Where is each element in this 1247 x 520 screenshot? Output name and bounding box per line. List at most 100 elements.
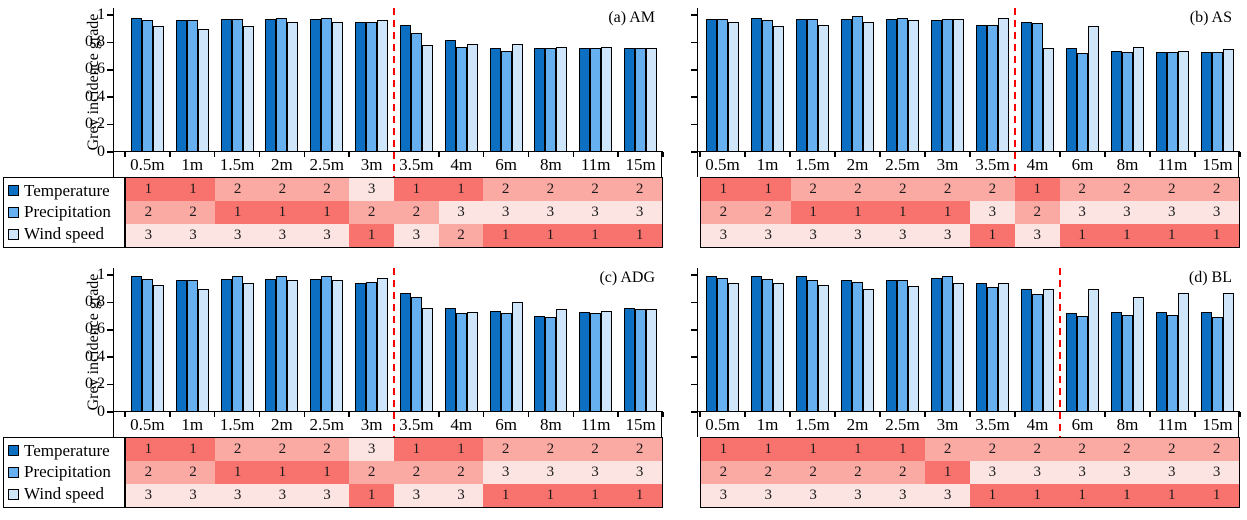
- rank-cell-wind-speed-8m: 1: [528, 224, 573, 247]
- x-axis-tick: [572, 152, 575, 157]
- bar-group-2.5m: [304, 18, 349, 152]
- x-axis-tick: [1104, 412, 1106, 417]
- bar-group-6m: [484, 44, 529, 152]
- plot-area-as: [700, 15, 1240, 152]
- rank-cell-temperature-2m: 2: [835, 178, 881, 201]
- bar-group-8m: [528, 309, 573, 412]
- x-axis-tick: [1239, 152, 1241, 157]
- x-tick-label: 8m: [540, 415, 562, 434]
- rank-cell-precipitation-4m: 3: [438, 201, 484, 224]
- bar-group-3.5m: [970, 18, 1015, 152]
- x-axis-tick: [572, 412, 575, 417]
- x-tick-label: 0.5m: [705, 155, 740, 174]
- rank-cell-wind-speed-15m: 1: [617, 484, 662, 507]
- bar-temperature-2m: [841, 19, 852, 152]
- bar-group-1m: [170, 280, 215, 412]
- bar-temperature-2.5m: [886, 280, 897, 412]
- bar-precipitation-4m: [1032, 23, 1043, 152]
- y-axis-line: [113, 268, 114, 412]
- label-band-right-border: [661, 152, 663, 177]
- rank-cell-precipitation-15m: 3: [617, 201, 662, 224]
- x-axis-tick: [527, 412, 530, 417]
- rank-cell-wind-speed-2m: 3: [260, 224, 305, 247]
- x-axis-tick: [348, 152, 350, 157]
- y-axis-tick: [691, 41, 697, 44]
- plot-area-bl: [700, 275, 1240, 412]
- plot-area-adg: [125, 275, 663, 412]
- rank-cell-temperature-1.5m: 2: [790, 178, 836, 201]
- rank-cell-wind-speed-2.5m: 3: [304, 224, 350, 247]
- legend-swatch-icon: [8, 466, 19, 478]
- rank-cell-precipitation-2m: 1: [260, 201, 305, 224]
- rank-cell-temperature-2m: 2: [260, 438, 305, 461]
- rank-cell-temperature-3.5m: 2: [969, 178, 1015, 201]
- x-tick-label: 4m: [450, 155, 473, 174]
- x-tick-label: 3.5m: [975, 155, 1010, 174]
- bar-group-2m: [259, 18, 304, 152]
- x-tick-label: 2m: [271, 155, 293, 174]
- bar-wind-speed-4m: [1043, 289, 1054, 412]
- x-axis-tick: [969, 152, 971, 157]
- rank-cell-precipitation-2.5m: 2: [880, 461, 926, 484]
- rank-cell-wind-speed-11m: 1: [1149, 224, 1195, 247]
- rank-cell-precipitation-15m: 3: [1194, 461, 1239, 484]
- bar-group-11m: [1150, 51, 1195, 152]
- x-axis-tick: [438, 152, 440, 157]
- rank-cell-precipitation-0.5m: 2: [126, 201, 171, 224]
- rank-cell-wind-speed-2m: 3: [835, 484, 881, 507]
- y-axis-line: [113, 8, 114, 152]
- x-tick-label: 15m: [625, 155, 656, 174]
- x-tick-label: 1m: [181, 155, 204, 174]
- label-band-left-border: [113, 412, 114, 437]
- rank-cell-temperature-11m: 2: [1149, 178, 1195, 201]
- rank-cell-precipitation-0.5m: 2: [701, 201, 746, 224]
- y-axis-tick-label: 0: [97, 402, 105, 420]
- bar-precipitation-6m: [1077, 53, 1088, 152]
- bar-wind-speed-15m: [1223, 49, 1234, 152]
- y-axis-tick: [691, 151, 697, 153]
- y-axis-tick: [107, 123, 113, 126]
- rank-cell-precipitation-2m: 1: [835, 201, 881, 224]
- bar-temperature-3.5m: [976, 283, 987, 412]
- legend-swatch-icon: [8, 445, 19, 457]
- bar-wind-speed-11m: [1178, 51, 1189, 152]
- rank-cell-temperature-1.5m: 2: [215, 178, 260, 201]
- x-axis-tick: [258, 152, 261, 157]
- rank-cell-precipitation-15m: 3: [1194, 201, 1239, 224]
- rank-cell-wind-speed-11m: 1: [572, 224, 618, 247]
- y-axis-line: [697, 8, 698, 152]
- bar-wind-speed-6m: [1088, 289, 1099, 412]
- rank-cell-temperature-1m: 1: [745, 438, 791, 461]
- rank-cell-wind-speed-4m: 3: [1014, 224, 1060, 247]
- x-tick-label: 1m: [756, 415, 779, 434]
- threshold-dashed-line: [393, 8, 395, 177]
- x-tick-label: 3m: [360, 415, 383, 434]
- bar-wind-speed-0.5m: [728, 283, 739, 412]
- bar-temperature-2m: [841, 280, 852, 412]
- bar-wind-speed-4m: [1043, 48, 1054, 152]
- y-axis-tick: [691, 123, 697, 126]
- bar-group-0.5m: [125, 276, 170, 412]
- bar-group-3m: [349, 20, 394, 152]
- rank-cell-wind-speed-11m: 1: [572, 484, 618, 507]
- rank-cell-precipitation-3.5m: 2: [394, 461, 439, 484]
- rank-cell-precipitation-2m: 2: [835, 461, 881, 484]
- x-tick-label: 4m: [450, 415, 473, 434]
- x-axis-tick: [879, 412, 881, 417]
- legend-item-temperature: Temperature: [8, 440, 124, 461]
- rank-cell-precipitation-6m: 3: [483, 201, 528, 224]
- x-axis-tick: [969, 412, 971, 417]
- rank-cell-wind-speed-3m: 3: [925, 224, 970, 247]
- x-tick-label: 1.5m: [795, 415, 830, 434]
- x-axis-tick: [1194, 412, 1196, 417]
- x-tick-label: 11m: [1157, 155, 1188, 174]
- label-band-left-border: [113, 152, 114, 177]
- x-axis-tick: [744, 152, 746, 157]
- bar-precipitation-3m: [942, 276, 953, 412]
- rank-cell-wind-speed-8m: 1: [1104, 224, 1150, 247]
- x-axis-tick: [617, 152, 619, 157]
- bar-wind-speed-15m: [1223, 293, 1234, 412]
- x-axis-tick: [662, 152, 664, 157]
- x-tick-label: 2.5m: [885, 415, 920, 434]
- bar-group-3.5m: [970, 283, 1015, 412]
